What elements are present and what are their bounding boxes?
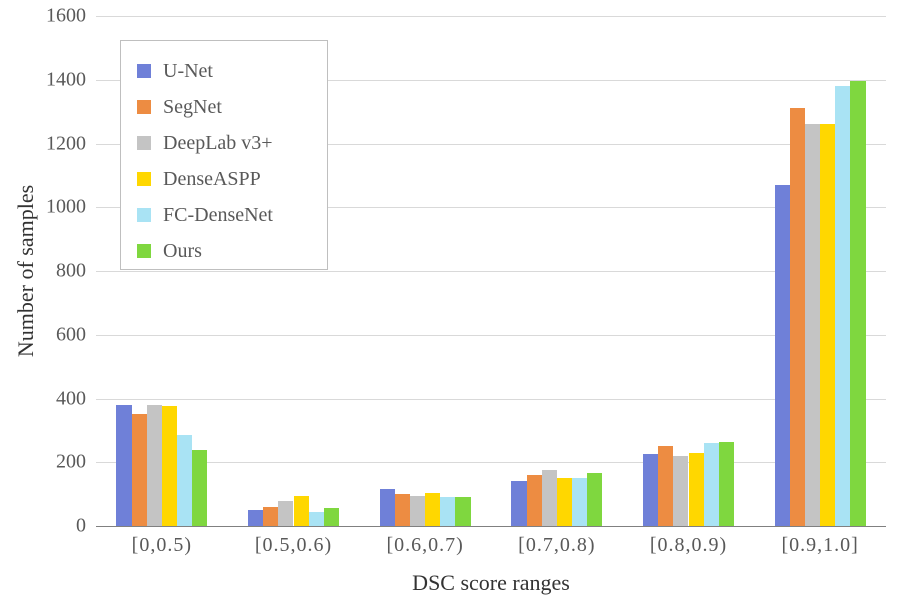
bar <box>658 446 673 526</box>
legend-swatch <box>137 208 151 222</box>
legend-item: DeepLab v3+ <box>137 125 273 161</box>
legend-label: U-Net <box>163 60 213 83</box>
bar <box>147 405 162 526</box>
x-tick-label: [0,0.5) <box>132 534 192 557</box>
y-tick-label: 200 <box>0 451 86 474</box>
gridline <box>96 462 886 463</box>
bar <box>324 508 339 526</box>
bar <box>248 510 263 526</box>
bar <box>278 501 293 527</box>
bar <box>455 497 470 526</box>
bar <box>263 507 278 526</box>
x-tick-label: [0.8,0.9) <box>650 534 727 557</box>
y-tick-label: 0 <box>0 515 86 538</box>
y-tick-label: 1400 <box>0 68 86 91</box>
legend-swatch <box>137 64 151 78</box>
bar <box>425 493 440 526</box>
legend-item: SegNet <box>137 89 222 125</box>
bar <box>542 470 557 526</box>
bar <box>395 494 410 526</box>
bar <box>704 443 719 526</box>
legend-swatch <box>137 136 151 150</box>
legend-label: Ours <box>163 240 202 263</box>
legend-swatch <box>137 244 151 258</box>
bar <box>116 405 131 526</box>
gridline <box>96 16 886 17</box>
gridline <box>96 271 886 272</box>
gridline <box>96 335 886 336</box>
legend: U-Net SegNet DeepLab v3+ DenseASPP FC-DenseN… <box>120 40 328 270</box>
y-axis-title: Number of samples <box>13 185 39 357</box>
legend-swatch <box>137 172 151 186</box>
bar <box>410 496 425 526</box>
y-tick-label: 1200 <box>0 132 86 155</box>
x-tick-label: [0.6,0.7) <box>386 534 463 557</box>
legend-label: SegNet <box>163 96 222 119</box>
bar <box>309 512 324 526</box>
bar <box>177 435 192 526</box>
bar <box>673 456 688 526</box>
legend-label: DenseASPP <box>163 168 261 191</box>
y-tick-label: 400 <box>0 387 86 410</box>
bar <box>380 489 395 526</box>
chart-container: 02004006008001000120014001600 [0,0.5)[0.… <box>0 0 898 616</box>
legend-item: U-Net <box>137 53 213 89</box>
y-tick-label: 1600 <box>0 5 86 28</box>
bar <box>850 81 865 526</box>
bar <box>689 453 704 526</box>
legend-label: DeepLab v3+ <box>163 132 273 155</box>
x-tick-label: [0.5,0.6) <box>255 534 332 557</box>
bar <box>511 481 526 526</box>
bar <box>719 442 734 526</box>
bar <box>775 185 790 526</box>
legend-label: FC-DenseNet <box>163 204 273 227</box>
legend-swatch <box>137 100 151 114</box>
bar <box>440 497 455 526</box>
bar <box>192 450 207 527</box>
x-tick-label: [0.9,1.0] <box>781 534 858 557</box>
bar <box>572 478 587 526</box>
legend-item: FC-DenseNet <box>137 197 273 233</box>
bar <box>790 108 805 526</box>
x-axis-line <box>96 526 886 527</box>
bar <box>557 478 572 526</box>
bar <box>587 473 602 526</box>
bar <box>805 124 820 526</box>
bar <box>527 475 542 526</box>
x-axis-title: DSC score ranges <box>412 570 570 596</box>
legend-item: Ours <box>137 233 202 269</box>
bar <box>294 496 309 526</box>
gridline <box>96 399 886 400</box>
bar <box>643 454 658 526</box>
bar <box>132 414 147 526</box>
bar <box>820 124 835 526</box>
bar <box>162 406 177 526</box>
bar <box>835 86 850 526</box>
x-tick-label: [0.7,0.8) <box>518 534 595 557</box>
legend-item: DenseASPP <box>137 161 261 197</box>
